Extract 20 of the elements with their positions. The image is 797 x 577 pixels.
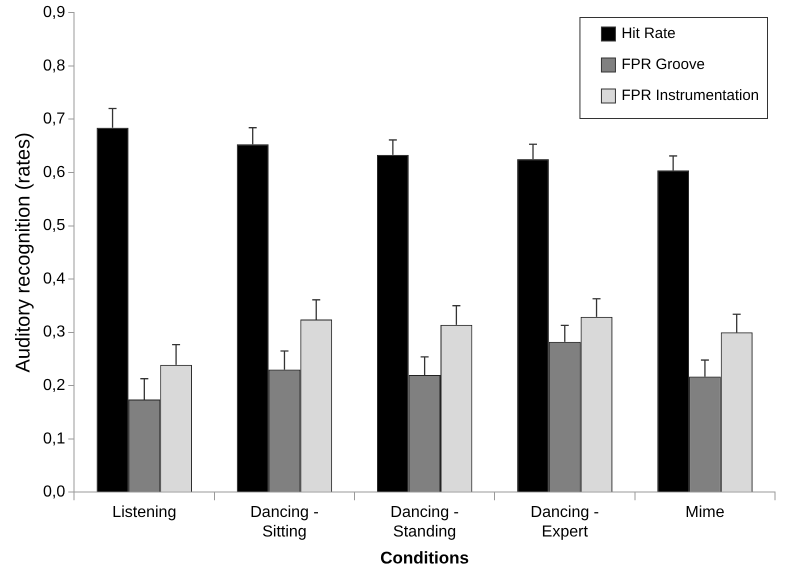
x-tick-label: Dancing - Sitting bbox=[250, 504, 319, 540]
y-tick-label: 0,0 bbox=[42, 484, 66, 501]
y-axis-title: Auditory recognition (rates) bbox=[12, 132, 35, 372]
x-tick-label: Dancing - Expert bbox=[530, 504, 600, 540]
y-tick-label: 0,3 bbox=[42, 324, 66, 341]
y-tick-label: 0,7 bbox=[42, 110, 66, 128]
y-tick-label: 0,6 bbox=[42, 164, 66, 181]
x-axis-title: Conditions bbox=[380, 548, 470, 568]
y-tick-label: 0,2 bbox=[42, 377, 66, 394]
x-tick-label: Listening bbox=[112, 504, 176, 522]
legend-label: Hit Rate bbox=[621, 25, 676, 42]
y-tick-label: 0,1 bbox=[42, 430, 66, 448]
y-tick-label: 0,4 bbox=[42, 270, 66, 288]
x-tick-label: Dancing - Standing bbox=[390, 504, 459, 540]
legend-label: FPR Instrumentation bbox=[621, 87, 760, 104]
y-tick-label: 0,8 bbox=[42, 57, 66, 74]
x-tick-label: Mime bbox=[685, 504, 725, 522]
y-tick-label: 0,9 bbox=[42, 4, 66, 22]
y-tick-label: 0,5 bbox=[42, 217, 66, 234]
legend-label: FPR Groove bbox=[621, 56, 705, 74]
